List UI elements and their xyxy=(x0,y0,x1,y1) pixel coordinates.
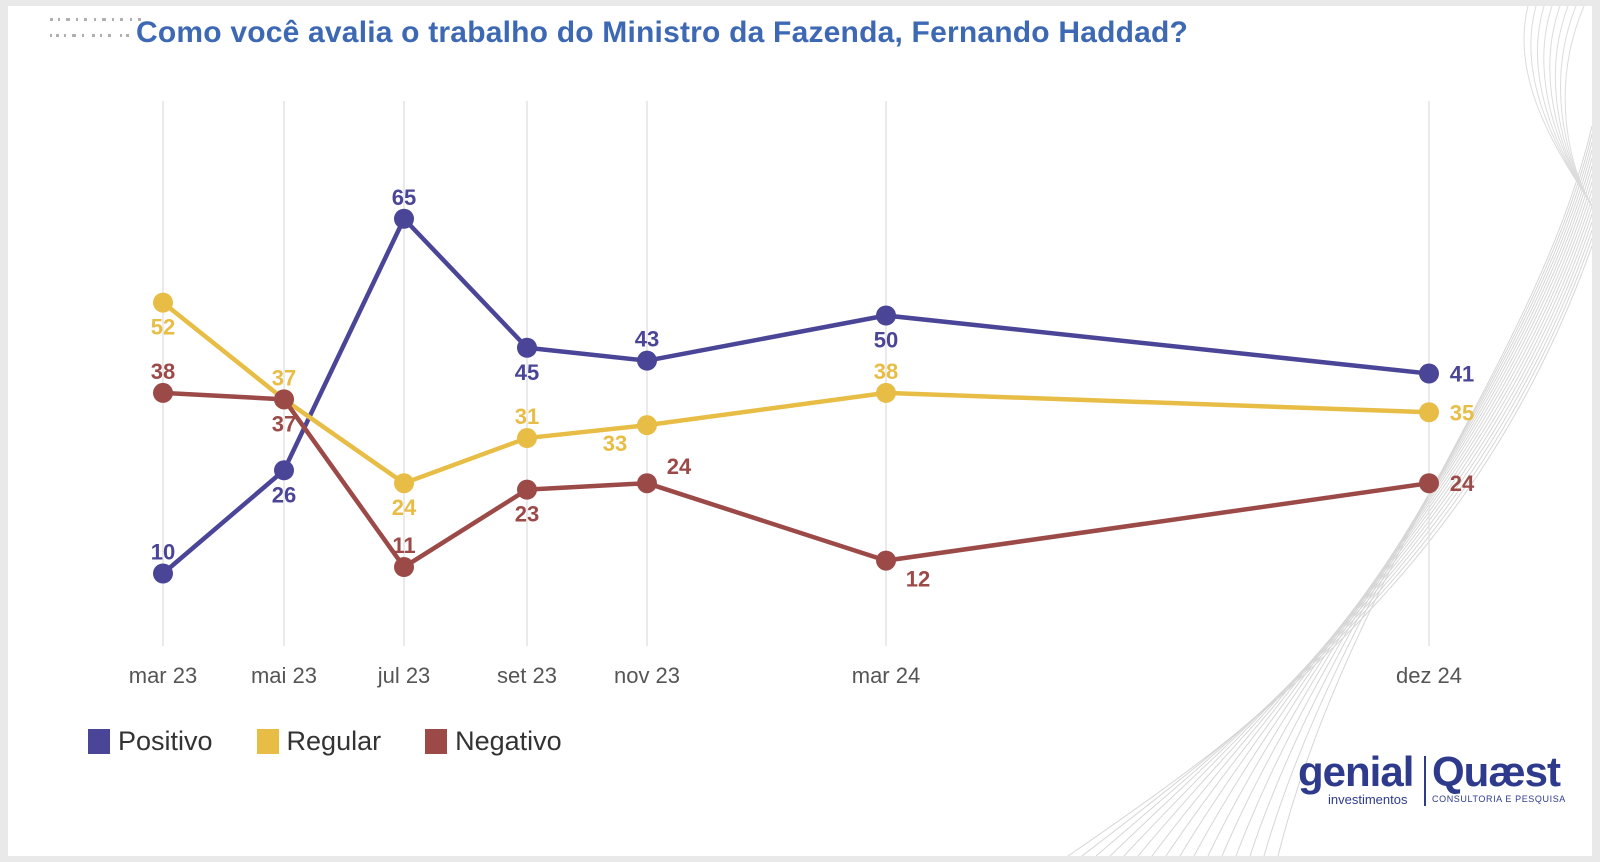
chart-title: Como você avalia o trabalho do Ministro … xyxy=(136,16,1189,49)
data-label-positivo: 50 xyxy=(874,328,898,353)
x-tick-label: nov 23 xyxy=(614,663,680,688)
data-point-positivo[interactable] xyxy=(153,563,173,584)
data-point-regular[interactable] xyxy=(1419,402,1439,423)
background-wave-line xyxy=(1109,221,1592,856)
data-label-positivo: 45 xyxy=(515,360,539,385)
data-point-positivo[interactable] xyxy=(274,460,294,481)
vertical-gridlines xyxy=(162,101,1430,646)
data-label-regular: 35 xyxy=(1450,400,1474,425)
data-label-negativo: 11 xyxy=(392,533,415,558)
background-wave-line xyxy=(1564,6,1592,207)
data-label-positivo: 26 xyxy=(272,482,296,507)
background-wave-line xyxy=(1067,245,1592,856)
data-point-negativo[interactable] xyxy=(517,479,537,500)
x-tick-label: mar 23 xyxy=(129,663,197,688)
series-line-positivo xyxy=(160,216,1432,576)
quaest-logo-subtitle: CONSULTORIA E PESQUISA xyxy=(1432,794,1566,804)
legend-swatch-regular xyxy=(256,729,279,754)
data-label-regular: 31 xyxy=(515,404,539,429)
x-tick-label: dez 24 xyxy=(1396,663,1462,688)
legend-swatch-negativo xyxy=(425,729,448,754)
background-wave-line xyxy=(1523,6,1592,207)
data-point-negativo[interactable] xyxy=(637,473,657,494)
data-label-positivo: 10 xyxy=(151,540,175,565)
data-point-regular[interactable] xyxy=(517,428,537,449)
data-point-regular[interactable] xyxy=(394,473,414,494)
data-label-regular: 38 xyxy=(874,359,898,384)
background-wave-line xyxy=(1123,213,1592,856)
background-wave-line xyxy=(1277,125,1592,856)
legend-swatch-positivo xyxy=(88,729,110,754)
data-point-negativo[interactable] xyxy=(394,557,414,578)
data-point-positivo[interactable] xyxy=(394,208,414,229)
background-wave-pattern xyxy=(1067,6,1592,856)
legend-label-negativo: Negativo xyxy=(455,726,562,756)
data-label-positivo: 43 xyxy=(635,327,659,352)
legend: Positivo Regular Negativo xyxy=(88,726,562,757)
legend-item-negativo[interactable]: Negativo xyxy=(425,726,562,757)
data-label-regular: 52 xyxy=(151,315,175,340)
data-label-negativo: 38 xyxy=(151,359,175,384)
genial-logo-subtitle: investimentos xyxy=(1328,792,1408,807)
sponsor-logos: genial investimentos Quæst CONSULTORIA E… xyxy=(1298,748,1568,818)
data-point-positivo[interactable] xyxy=(876,305,896,326)
line-chart: 10 26 65 45 43 50 41 52 37 24 31 33 38 35 38 37 11 23 24 12… xyxy=(129,6,1592,856)
legend-label-positivo: Positivo xyxy=(118,726,213,756)
data-point-positivo[interactable] xyxy=(517,337,537,358)
data-label-regular: 33 xyxy=(603,431,627,456)
data-label-negativo: 12 xyxy=(906,567,930,592)
x-tick-label: mai 23 xyxy=(251,663,317,688)
data-point-positivo[interactable] xyxy=(637,350,657,371)
chart-card: Como você avalia o trabalho do Ministro … xyxy=(8,6,1592,856)
quaest-logo: Quæst xyxy=(1432,748,1561,795)
legend-label-regular: Regular xyxy=(286,726,382,756)
data-label-negativo: 23 xyxy=(515,502,539,527)
legend-item-regular[interactable]: Regular xyxy=(256,726,382,757)
x-tick-label: jul 23 xyxy=(377,663,431,688)
data-point-positivo[interactable] xyxy=(1419,363,1439,384)
data-point-negativo[interactable] xyxy=(274,389,294,410)
data-label-regular: 24 xyxy=(392,495,417,520)
data-point-regular[interactable] xyxy=(153,292,173,313)
background-wave-line xyxy=(1549,6,1592,207)
data-label-negativo: 37 xyxy=(272,411,296,436)
data-point-negativo[interactable] xyxy=(1419,473,1439,494)
data-point-negativo[interactable] xyxy=(153,382,173,403)
data-label-positivo: 65 xyxy=(392,185,416,210)
data-point-regular[interactable] xyxy=(876,382,896,403)
series-line-negativo xyxy=(160,390,1432,570)
background-wave-line xyxy=(1081,237,1592,856)
x-tick-label: set 23 xyxy=(497,663,557,688)
x-tick-label: mar 24 xyxy=(852,663,920,688)
legend-item-positivo[interactable]: Positivo xyxy=(88,726,213,757)
data-label-positivo: 41 xyxy=(1450,362,1474,387)
data-label-regular: 37 xyxy=(272,365,296,390)
decorative-dots xyxy=(50,18,141,37)
data-point-regular[interactable] xyxy=(637,415,657,436)
data-label-negativo: 24 xyxy=(667,454,692,479)
genial-logo: genial xyxy=(1298,748,1414,795)
data-label-negativo: 24 xyxy=(1450,471,1475,496)
background-wave-line xyxy=(1095,229,1592,856)
data-point-negativo[interactable] xyxy=(876,550,896,571)
logo-separator xyxy=(1424,756,1426,806)
